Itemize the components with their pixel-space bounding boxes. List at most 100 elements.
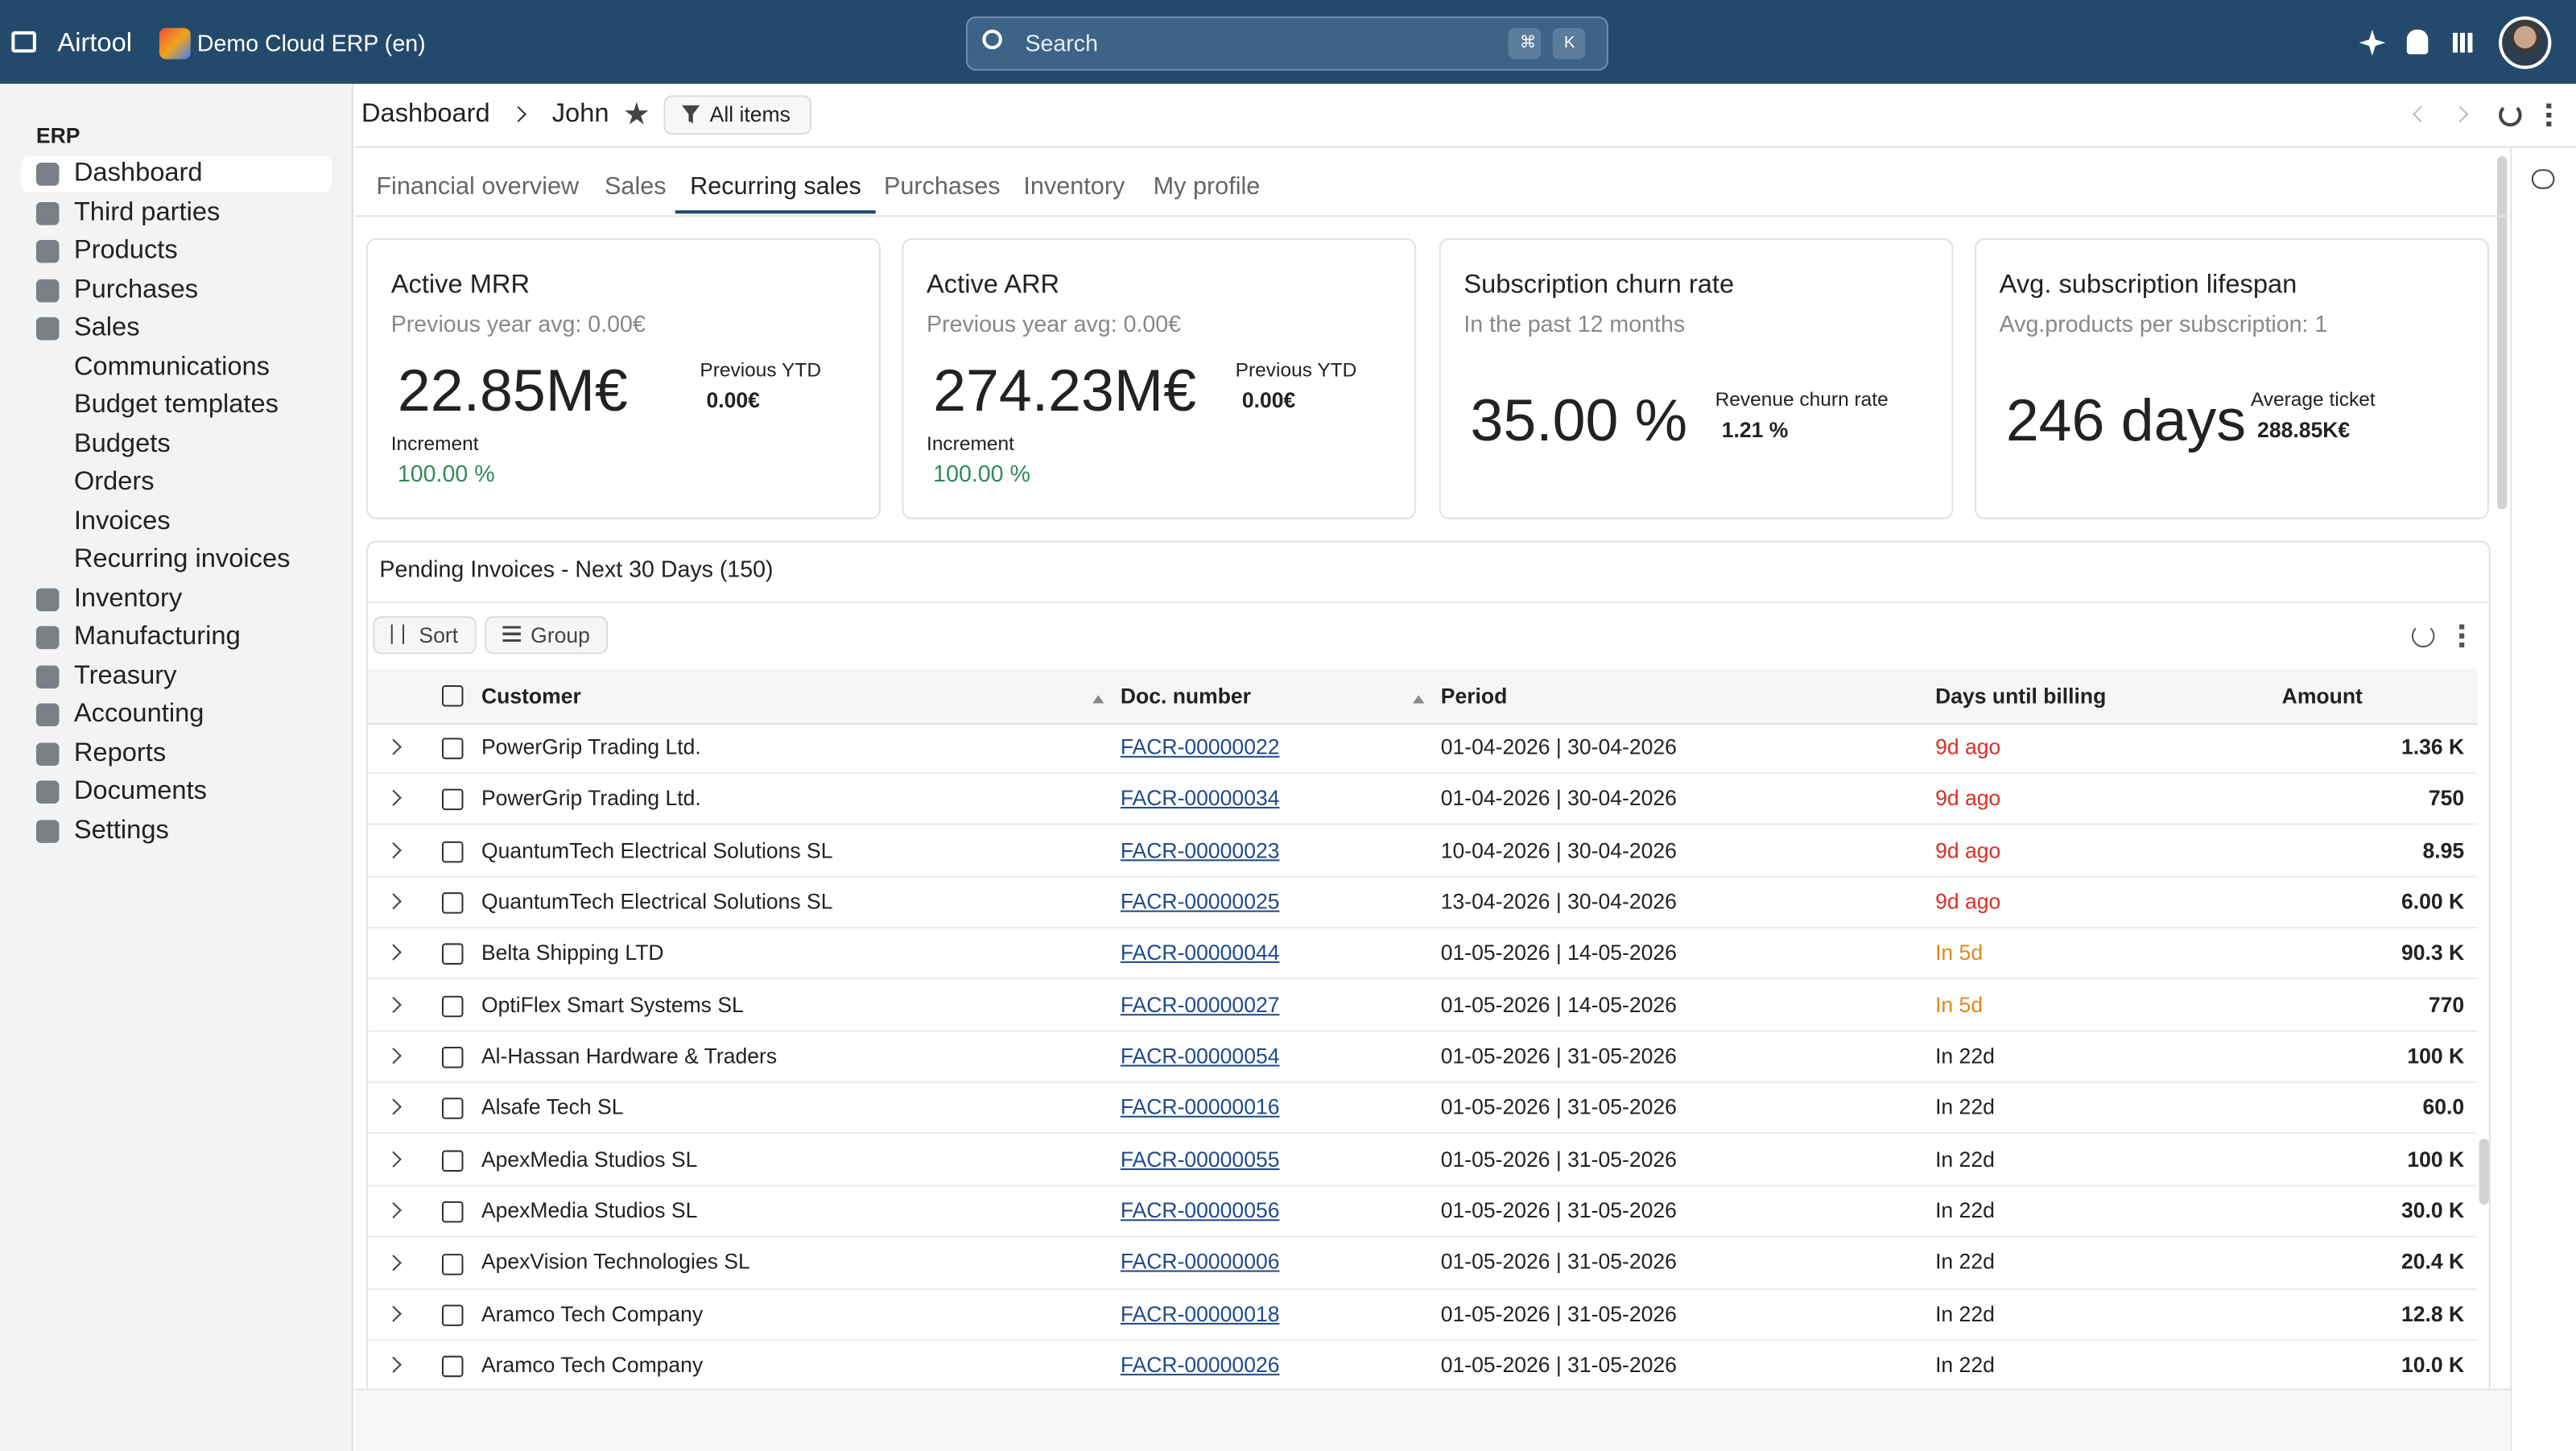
row-checkbox[interactable] xyxy=(441,944,464,965)
card-extra-value: 100.00 % xyxy=(397,461,495,487)
sidebar-item[interactable]: Communications xyxy=(73,352,270,381)
doc-number-link[interactable]: FACR-00000006 xyxy=(1120,1249,1280,1275)
sort-button[interactable] xyxy=(373,616,477,655)
company-name[interactable]: Demo Cloud ERP (en) xyxy=(196,30,426,57)
doc-number-link[interactable]: FACR-00000044 xyxy=(1120,940,1280,965)
customer: OptiFlex Smart Systems SL xyxy=(481,992,744,1017)
row-checkbox[interactable] xyxy=(441,1098,464,1120)
sidebar-item[interactable]: Budget templates xyxy=(73,391,279,420)
row-checkbox[interactable] xyxy=(441,841,464,862)
column-header[interactable]: Amount xyxy=(2281,683,2363,709)
doc-number-link[interactable]: FACR-00000056 xyxy=(1120,1197,1280,1223)
sidebar-item[interactable]: Dashboard xyxy=(73,159,203,188)
row-checkbox[interactable] xyxy=(441,1150,464,1172)
header-checkbox[interactable] xyxy=(441,685,464,707)
doc-number-link[interactable]: FACR-00000016 xyxy=(1120,1094,1280,1120)
column-header[interactable]: Doc. number xyxy=(1120,683,1252,709)
filter-button[interactable] xyxy=(663,95,812,135)
doc-number-link[interactable]: FACR-00000055 xyxy=(1120,1146,1280,1172)
comment-icon[interactable] xyxy=(2531,169,2555,189)
column-header[interactable]: Period xyxy=(1440,683,1508,709)
breadcrumb-bar xyxy=(354,84,2576,148)
row-checkbox[interactable] xyxy=(441,1201,464,1223)
sidebar-item[interactable]: Purchases xyxy=(73,275,199,304)
sort-arrow xyxy=(1413,695,1425,704)
notifications-icon[interactable] xyxy=(2406,29,2429,55)
doc-number-link[interactable]: FACR-00000027 xyxy=(1120,992,1280,1017)
row-checkbox[interactable] xyxy=(441,1304,464,1326)
sidebar-icon xyxy=(35,742,60,765)
days-until-billing: In 5d xyxy=(1935,940,1984,965)
doc-number-link[interactable]: FACR-00000023 xyxy=(1120,837,1280,862)
sidebar-item[interactable]: Manufacturing xyxy=(73,622,241,651)
row-checkbox[interactable] xyxy=(441,789,464,811)
row-divider xyxy=(368,1235,2478,1238)
card-value: 22.85M€ xyxy=(397,356,628,424)
table-header xyxy=(368,668,2478,725)
column-header[interactable]: Days until billing xyxy=(1935,683,2107,709)
sidebar-item[interactable]: Budgets xyxy=(73,429,171,458)
doc-number-link[interactable]: FACR-00000054 xyxy=(1120,1043,1280,1069)
row-checkbox[interactable] xyxy=(441,738,464,759)
row-checkbox[interactable] xyxy=(441,892,464,914)
sidebar-item[interactable]: Invoices xyxy=(73,506,171,535)
card-title: Active ARR xyxy=(927,271,1060,300)
more-icon[interactable] xyxy=(2546,103,2552,127)
days-until-billing: 9d ago xyxy=(1935,889,2001,914)
doc-number-link[interactable]: FACR-00000018 xyxy=(1120,1300,1280,1326)
sort-arrow xyxy=(1092,695,1104,704)
right-panel xyxy=(2510,147,2576,1451)
table-more[interactable] xyxy=(2459,624,2465,648)
group-label: Group xyxy=(530,622,590,647)
sidebar-item[interactable]: Documents xyxy=(73,777,207,806)
tab[interactable]: Recurring sales xyxy=(690,172,861,200)
sidebar-icon xyxy=(35,239,60,263)
tab[interactable]: Inventory xyxy=(1023,172,1125,200)
row-checkbox[interactable] xyxy=(441,1047,464,1069)
tab[interactable]: Sales xyxy=(605,172,667,200)
days-until-billing: In 22d xyxy=(1935,1197,1995,1223)
shortcut-key-label: ⌘ xyxy=(1519,34,1537,52)
row-checkbox[interactable] xyxy=(441,995,464,1017)
sidebar-item[interactable]: Products xyxy=(73,237,178,265)
card-side-value: 288.85K€ xyxy=(2257,417,2351,442)
row-divider xyxy=(368,1287,2478,1290)
row-divider xyxy=(368,1338,2478,1341)
breadcrumb[interactable]: Dashboard xyxy=(361,100,490,129)
apps-icon[interactable] xyxy=(2452,32,2473,53)
period: 01-05-2026 | 14-05-2026 xyxy=(1440,992,1677,1017)
sidebar-icon xyxy=(35,163,60,186)
table-refresh[interactable] xyxy=(2411,624,2435,648)
sidebar-toggle[interactable] xyxy=(11,31,36,53)
doc-number-link[interactable]: FACR-00000022 xyxy=(1120,734,1280,759)
sidebar-item[interactable]: Third parties xyxy=(73,198,221,226)
avatar[interactable] xyxy=(2499,16,2552,69)
sidebar-item[interactable]: Sales xyxy=(73,313,140,342)
sidebar-item[interactable]: Reports xyxy=(73,738,167,767)
tab[interactable]: My profile xyxy=(1153,172,1261,200)
sort-icon xyxy=(390,624,405,644)
tab[interactable]: Financial overview xyxy=(376,172,580,200)
doc-number-link[interactable]: FACR-00000025 xyxy=(1120,889,1280,914)
sidebar-item[interactable]: Orders xyxy=(73,468,155,497)
amount: 100 K xyxy=(2407,1146,2465,1172)
row-checkbox[interactable] xyxy=(441,1253,464,1275)
sidebar-item[interactable]: Accounting xyxy=(73,700,204,729)
sidebar-item[interactable]: Recurring invoices xyxy=(73,545,291,574)
sidebar-icon xyxy=(35,819,60,842)
card-subtitle: Avg.products per subscription: 1 xyxy=(1999,311,2328,338)
sidebar-icon xyxy=(35,316,60,341)
company-logo[interactable] xyxy=(159,27,191,60)
doc-number-link[interactable]: FACR-00000034 xyxy=(1120,786,1280,811)
active-item-bg xyxy=(21,155,332,192)
sidebar-item[interactable]: Settings xyxy=(73,816,169,845)
column-header[interactable]: Customer xyxy=(481,683,581,709)
customer: ApexVision Technologies SL xyxy=(481,1249,750,1275)
row-checkbox[interactable] xyxy=(441,1356,464,1378)
doc-number-link[interactable]: FACR-00000026 xyxy=(1120,1352,1280,1378)
sidebar-item[interactable]: Inventory xyxy=(73,584,183,613)
sidebar-item[interactable]: Treasury xyxy=(73,661,177,690)
tab[interactable]: Purchases xyxy=(883,172,1001,200)
refresh-icon[interactable] xyxy=(2499,103,2522,127)
search-box[interactable] xyxy=(965,16,1608,71)
